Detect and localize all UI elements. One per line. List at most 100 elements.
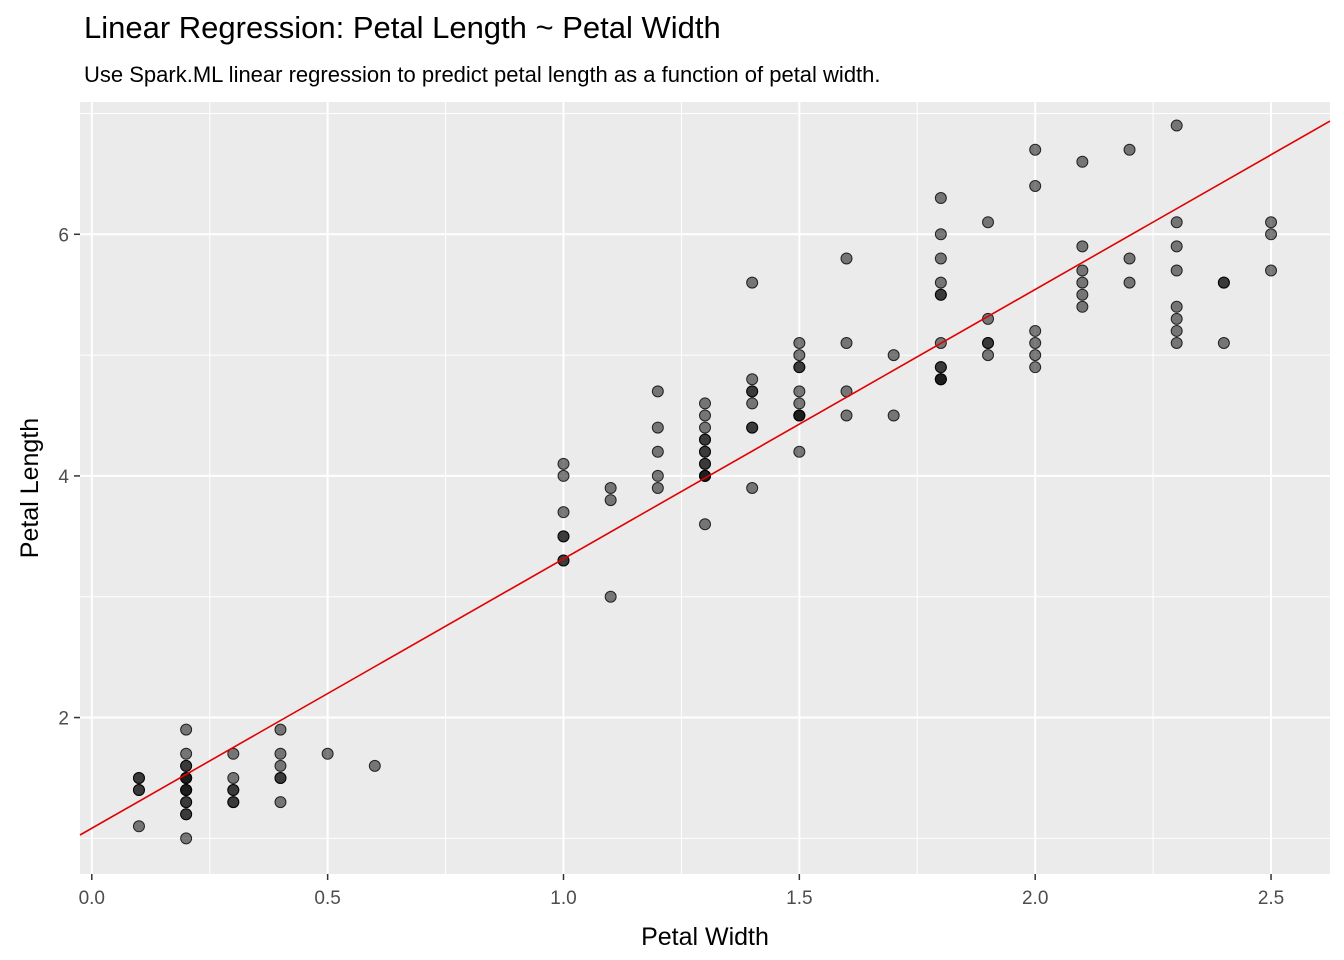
x-tick-label: 2.0 bbox=[1022, 888, 1048, 909]
data-point bbox=[274, 796, 287, 809]
y-tick-label: 4 bbox=[58, 467, 69, 488]
data-point bbox=[934, 252, 947, 265]
data-point bbox=[793, 409, 806, 422]
data-point bbox=[132, 784, 145, 797]
data-point bbox=[934, 228, 947, 241]
data-point bbox=[651, 421, 664, 434]
data-point bbox=[132, 820, 145, 833]
data-point bbox=[934, 288, 947, 301]
plot-panel bbox=[80, 102, 1330, 874]
grid bbox=[80, 102, 1330, 874]
y-tick-label: 6 bbox=[58, 225, 69, 246]
data-point bbox=[651, 445, 664, 458]
data-point bbox=[699, 409, 711, 422]
data-point bbox=[746, 482, 759, 494]
data-point bbox=[227, 784, 240, 797]
data-point bbox=[887, 409, 900, 422]
data-point bbox=[1123, 143, 1136, 156]
data-point bbox=[699, 397, 711, 410]
data-point bbox=[793, 385, 806, 398]
data-point bbox=[982, 349, 995, 362]
data-point bbox=[1076, 240, 1089, 253]
axes: 0.0 0.5 1.0 1.5 2.0 2.5 2 4 6 bbox=[58, 225, 1284, 909]
x-tick-label: 1.5 bbox=[786, 888, 812, 909]
data-point bbox=[746, 385, 759, 398]
data-point bbox=[793, 397, 806, 410]
data-point bbox=[1076, 300, 1089, 313]
data-point bbox=[1123, 252, 1136, 265]
chart-subtitle: Use Spark.ML linear regression to predic… bbox=[84, 62, 881, 87]
data-point bbox=[793, 349, 806, 362]
data-point bbox=[651, 482, 664, 494]
data-point bbox=[1217, 337, 1230, 350]
data-point bbox=[1029, 337, 1042, 350]
data-point bbox=[934, 361, 947, 374]
data-point bbox=[1170, 119, 1183, 132]
data-point bbox=[180, 723, 193, 736]
data-point bbox=[227, 771, 240, 784]
data-point bbox=[840, 409, 853, 422]
data-point bbox=[1029, 361, 1042, 374]
data-point bbox=[934, 373, 947, 386]
data-point bbox=[557, 530, 570, 543]
data-point bbox=[699, 518, 711, 531]
data-point bbox=[180, 832, 193, 845]
data-point bbox=[274, 723, 287, 736]
data-point bbox=[1170, 240, 1183, 253]
data-point bbox=[840, 252, 853, 265]
data-point bbox=[651, 385, 664, 398]
data-point bbox=[1265, 264, 1278, 277]
data-point bbox=[1170, 312, 1183, 325]
data-point bbox=[982, 337, 995, 350]
data-point bbox=[274, 747, 287, 760]
data-point bbox=[1076, 288, 1089, 301]
data-point bbox=[1029, 143, 1042, 156]
data-point bbox=[604, 590, 617, 603]
data-point bbox=[604, 482, 617, 494]
data-point bbox=[793, 361, 806, 374]
regression-line-group bbox=[79, 120, 1331, 836]
data-point bbox=[180, 808, 193, 821]
data-point bbox=[180, 759, 193, 772]
data-point bbox=[1217, 276, 1230, 289]
data-point bbox=[793, 337, 806, 350]
x-tick-label: 2.5 bbox=[1258, 888, 1284, 909]
data-point bbox=[699, 433, 711, 446]
data-point bbox=[1123, 276, 1136, 289]
data-point bbox=[557, 469, 570, 482]
data-point bbox=[746, 276, 759, 289]
data-point bbox=[1265, 216, 1278, 229]
data-point bbox=[1029, 179, 1042, 192]
y-tick-label: 2 bbox=[58, 709, 69, 730]
regression-line bbox=[79, 120, 1331, 836]
data-point bbox=[982, 216, 995, 229]
x-tick-label: 0.5 bbox=[314, 888, 340, 909]
points bbox=[132, 119, 1278, 845]
data-point bbox=[1170, 216, 1183, 229]
data-point bbox=[180, 796, 193, 809]
data-point bbox=[274, 759, 287, 772]
data-point bbox=[227, 796, 240, 809]
x-tick-label: 1.0 bbox=[550, 888, 576, 909]
data-point bbox=[557, 457, 570, 470]
y-axis-title: Petal Length bbox=[16, 418, 44, 558]
data-point bbox=[1170, 324, 1183, 337]
data-point bbox=[180, 784, 193, 797]
data-point bbox=[368, 759, 381, 772]
data-point bbox=[1029, 324, 1042, 337]
data-point bbox=[1076, 276, 1089, 289]
data-point bbox=[699, 421, 711, 434]
data-point bbox=[1170, 337, 1183, 350]
data-point bbox=[604, 494, 617, 507]
data-point bbox=[840, 337, 853, 350]
data-point bbox=[651, 469, 664, 482]
data-point bbox=[746, 397, 759, 410]
data-point bbox=[1170, 264, 1183, 277]
data-point bbox=[699, 457, 711, 470]
data-point bbox=[321, 747, 334, 760]
data-point bbox=[887, 349, 900, 362]
data-point bbox=[1076, 155, 1089, 168]
x-axis-title: Petal Width bbox=[641, 923, 769, 951]
data-point bbox=[746, 373, 759, 386]
